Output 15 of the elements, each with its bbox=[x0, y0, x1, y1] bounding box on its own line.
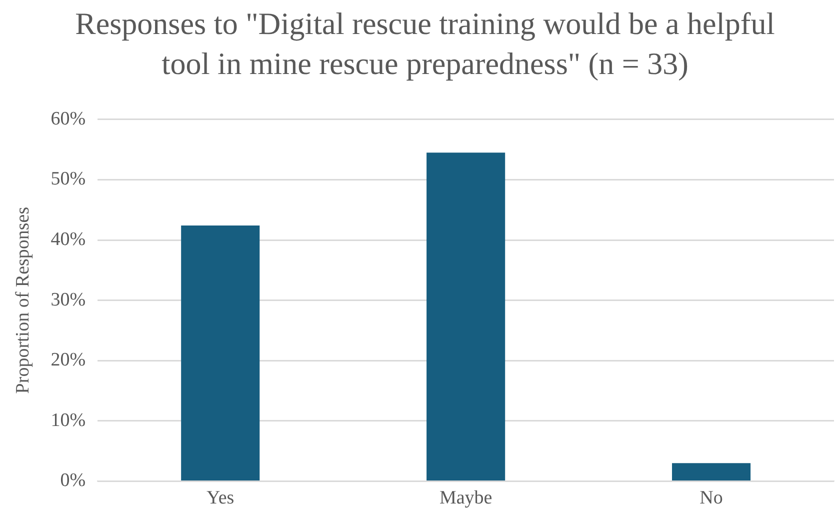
y-axis-title: Proportion of Responses bbox=[12, 206, 34, 394]
y-tick-label: 40% bbox=[50, 228, 86, 250]
y-tick-label: 0% bbox=[60, 470, 86, 492]
x-tick-label: No bbox=[700, 488, 723, 509]
y-tick-label: 20% bbox=[50, 350, 86, 371]
y-tick-label: 60% bbox=[50, 108, 86, 130]
y-tick-label: 30% bbox=[50, 289, 86, 310]
bar bbox=[426, 152, 506, 480]
chart-title: Responses to "Digital rescue training would be a helpful tool in mine rescue preparedness" (n = 33) bbox=[74, 5, 776, 83]
y-tick-label: 10% bbox=[50, 410, 86, 431]
x-tick-label: Maybe bbox=[439, 488, 492, 509]
y-tick-label: 50% bbox=[50, 168, 86, 190]
x-tick-label: Yes bbox=[206, 488, 234, 509]
bar bbox=[181, 226, 260, 480]
bar bbox=[672, 463, 751, 480]
